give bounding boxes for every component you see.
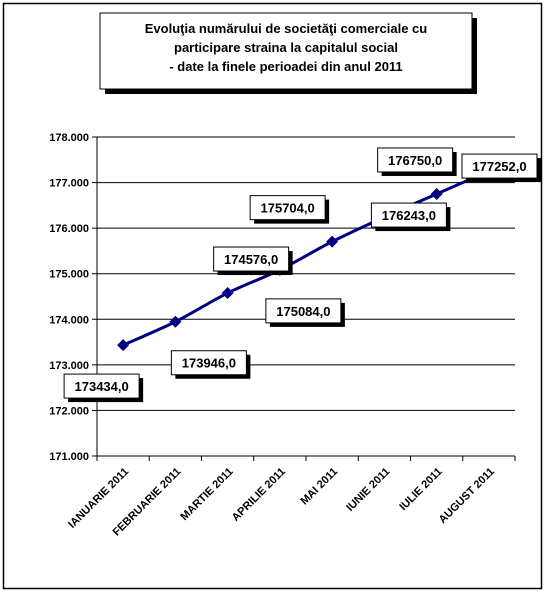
data-label-1: 173946,0 [182, 356, 236, 371]
data-point-1 [169, 315, 182, 328]
y-tick-label-0: 171.000 [49, 451, 89, 463]
data-point-0 [117, 339, 130, 352]
y-tick-label-3: 174.000 [49, 314, 89, 326]
chart-title-line-3: - date la finele perioadei din anul 2011 [169, 59, 402, 74]
y-tick-label-1: 172.000 [49, 405, 89, 417]
data-label-2: 174576,0 [224, 252, 278, 267]
title-box [99, 12, 473, 90]
data-label-box-5 [370, 202, 447, 228]
data-label-box-1 [170, 350, 247, 376]
y-tick-label-4: 175.000 [49, 269, 89, 281]
chart-border [2, 2, 543, 590]
data-label-box-4 [249, 195, 326, 221]
chart-title-line-1: Evoluţia numărului de societăţi comercia… [145, 21, 428, 36]
data-label-5: 176243,0 [382, 208, 436, 223]
data-label-box-3 [265, 298, 342, 324]
data-point-2 [221, 287, 234, 300]
data-label-7: 177252,0 [472, 159, 526, 174]
data-point-4 [326, 235, 339, 248]
y-tick-label-5: 176.000 [49, 223, 89, 235]
data-label-box-0 [63, 373, 140, 399]
y-tick-label-7: 178.000 [49, 132, 89, 144]
data-label-3: 175084,0 [276, 304, 330, 319]
data-label-0: 173434,0 [75, 379, 129, 394]
series-line [122, 169, 490, 347]
data-label-4: 175704,0 [261, 201, 315, 216]
data-label-layer: 173434,0 173946,0 174576,0 175084,0 175704,0… [63, 147, 541, 403]
data-point-6 [430, 187, 443, 200]
data-label-box-7 [461, 153, 538, 179]
y-tick-label-2: 173.000 [49, 360, 89, 372]
data-label-6: 176750,0 [388, 153, 442, 168]
y-tick-label-6: 177.000 [49, 178, 89, 190]
data-label-box-2 [213, 246, 290, 272]
data-label-box-6 [377, 147, 454, 173]
chart-title-line-2: participare straina la capitalul social [174, 40, 398, 55]
